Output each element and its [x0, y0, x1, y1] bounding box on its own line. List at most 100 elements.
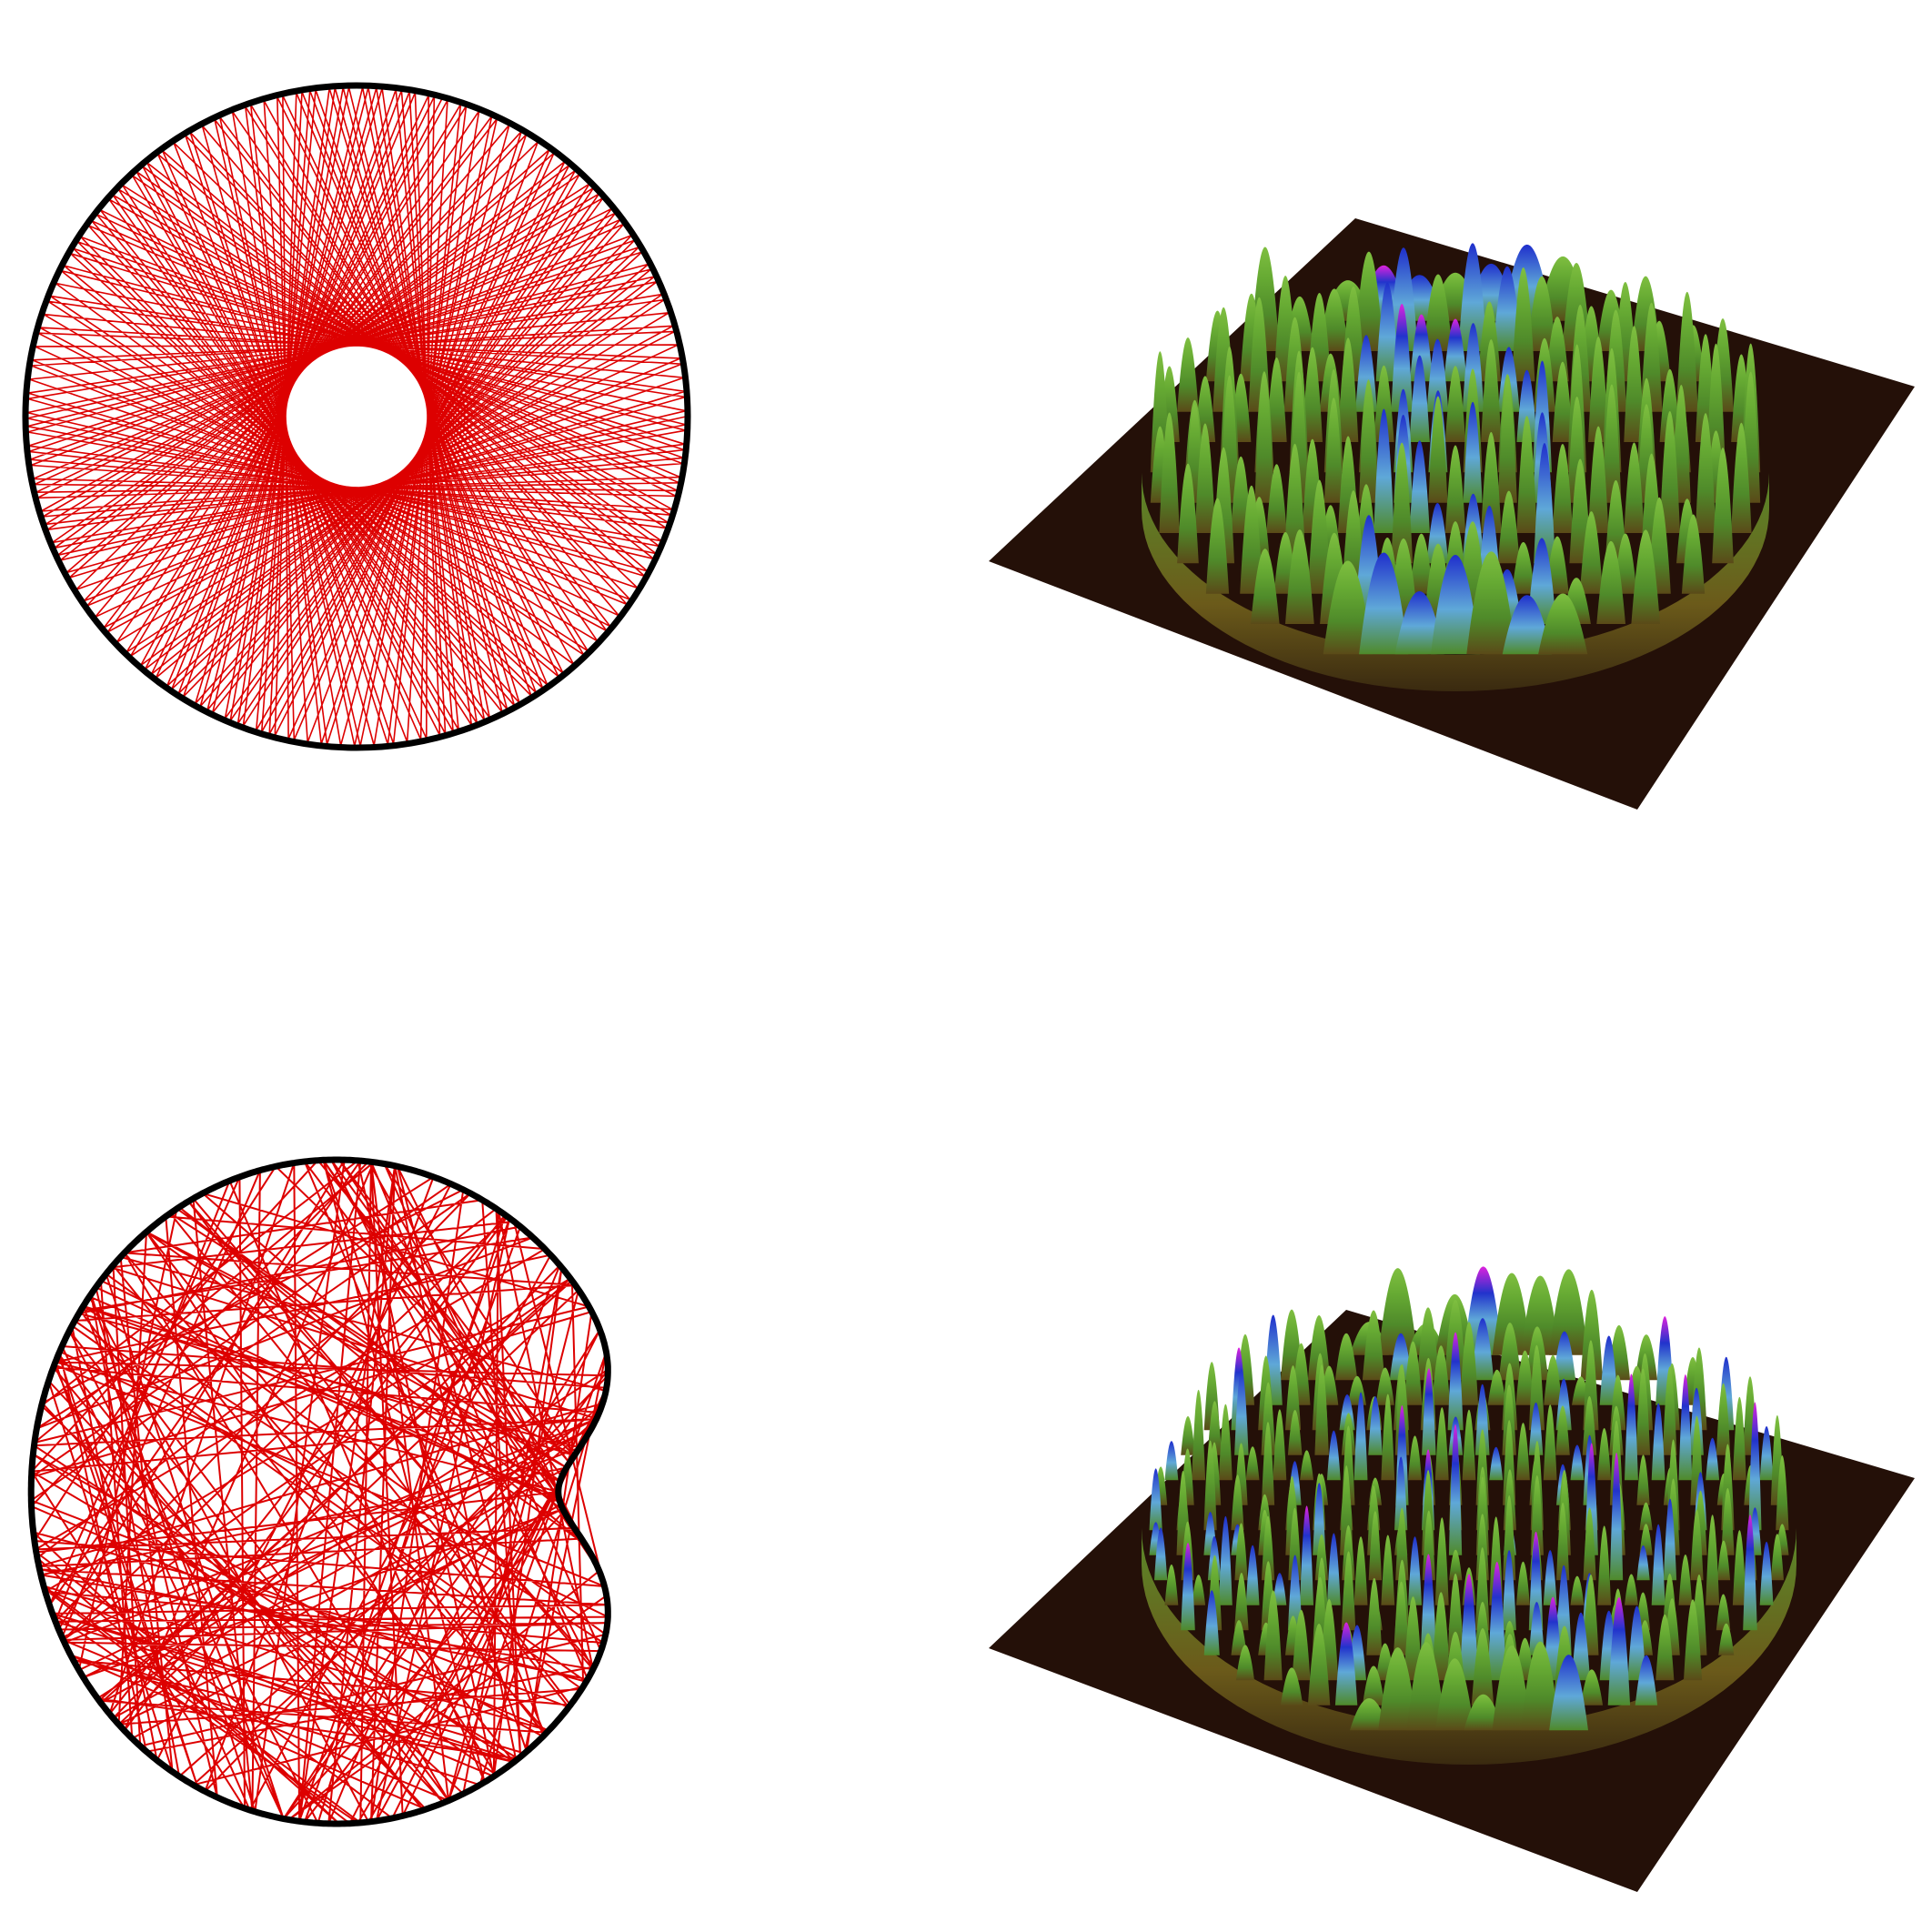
surface-peak	[1288, 1507, 1302, 1581]
surface-peak	[1307, 1624, 1331, 1706]
surface-peak	[1481, 339, 1502, 442]
surface-peak	[1721, 1488, 1735, 1555]
surface-peak	[1409, 440, 1430, 533]
surface-peak	[1651, 1403, 1665, 1481]
surface-peak	[1659, 368, 1680, 442]
surface-peak	[1381, 1394, 1395, 1481]
surface-peak	[1218, 1515, 1233, 1605]
surface-peak	[1624, 442, 1645, 533]
surface-peak	[1359, 379, 1378, 503]
surface-peak	[1245, 1545, 1260, 1605]
surface-peak	[1512, 267, 1535, 382]
surface-peak	[1353, 1536, 1368, 1605]
surface-peak	[1607, 1597, 1631, 1706]
surface-peak	[1287, 1409, 1303, 1455]
surface-peak	[1434, 1407, 1449, 1481]
surface-peak	[1159, 412, 1180, 533]
surface-peak	[1326, 1430, 1341, 1481]
surface-peak	[1718, 1623, 1735, 1655]
surface-peak	[1314, 1534, 1329, 1581]
surface-peak	[1362, 1665, 1385, 1706]
surface-peak	[1263, 1590, 1283, 1681]
surface-peak	[1389, 1333, 1413, 1381]
surface-peak	[1154, 1527, 1168, 1581]
cardioid-billiard-eigenstate-panel	[989, 1266, 1915, 1892]
surface-peak	[1254, 372, 1274, 503]
surface-peak	[1681, 514, 1706, 594]
eigenstate-surface-circular	[1142, 243, 1769, 691]
surface-peak	[1489, 1446, 1504, 1481]
surface-peak	[1538, 593, 1588, 655]
surface-peak	[1266, 464, 1287, 533]
surface-peak	[1639, 1502, 1653, 1531]
circular-billiard-orbit-panel	[22, 82, 691, 751]
surface-peak	[1203, 1440, 1217, 1531]
surface-peak	[1280, 1667, 1303, 1706]
surface-peak	[1194, 423, 1216, 533]
cardioid-boundary	[27, 1156, 611, 1827]
surface-peak	[1240, 485, 1263, 594]
surface-peak	[1416, 1307, 1440, 1381]
surface-peak	[1432, 1592, 1451, 1681]
surface-peak	[1627, 1605, 1646, 1681]
surface-peak	[1474, 1384, 1490, 1455]
surface-peak	[1300, 1450, 1313, 1481]
surface-peak	[1706, 1514, 1720, 1605]
surface-peak	[1676, 291, 1698, 412]
chaotic-orbit-segments	[28, 1157, 610, 1826]
surface-peak	[1572, 1612, 1591, 1681]
surface-peak	[1635, 1368, 1651, 1455]
surface-peak	[1285, 529, 1314, 624]
surface-peak	[1684, 1599, 1703, 1681]
surface-peak	[1444, 318, 1467, 382]
surface-peak	[1515, 1350, 1535, 1405]
surface-peak	[1447, 1573, 1464, 1655]
surface-peak	[1341, 1551, 1356, 1631]
surface-peak	[1520, 1275, 1560, 1355]
surface-peak	[1410, 533, 1434, 594]
surface-peak	[1583, 1575, 1599, 1655]
surface-peak	[1663, 1498, 1677, 1581]
surface-peak	[1625, 1374, 1638, 1481]
surface-peak	[1203, 1590, 1220, 1655]
surface-peak	[1245, 1446, 1260, 1481]
surface-peak	[1337, 337, 1359, 442]
surface-peak	[1235, 1645, 1254, 1681]
surface-peak	[1447, 1332, 1464, 1431]
surface-peak	[1556, 1502, 1570, 1581]
surface-peak	[1334, 1333, 1358, 1381]
cardioid-billiard-orbit-panel	[27, 1156, 611, 1827]
surface-peak	[1426, 503, 1449, 564]
surface-peak	[1375, 1367, 1394, 1405]
surface-peak	[1497, 378, 1517, 503]
surface-peak	[1444, 366, 1466, 442]
surface-peak	[1234, 1369, 1249, 1455]
surface-peak	[1323, 560, 1373, 655]
surface-peak	[1471, 1628, 1494, 1706]
surface-peak	[1326, 1533, 1341, 1605]
surface-peak	[1404, 1596, 1423, 1681]
surface-peak	[1266, 357, 1287, 442]
surface-peak	[1528, 1344, 1545, 1431]
surface-peak	[1776, 1455, 1789, 1531]
surface-peak	[1475, 1514, 1489, 1581]
surface-peak	[1389, 247, 1418, 351]
surface-peak	[1503, 1495, 1516, 1581]
surface-peak	[1528, 1531, 1544, 1631]
surface-peak	[1307, 479, 1332, 594]
surface-peak	[1552, 444, 1574, 533]
surface-peak	[1583, 1507, 1596, 1581]
surface-peak	[1368, 1395, 1383, 1455]
surface-peak	[1690, 1509, 1704, 1581]
surface-peak	[1292, 1609, 1311, 1681]
surface-peak	[1408, 1536, 1422, 1605]
surface-peak	[1487, 1369, 1506, 1405]
surface-peak	[1602, 384, 1622, 503]
surface-peak	[1597, 1525, 1612, 1605]
surface-peak	[1428, 396, 1448, 503]
surface-peak	[1570, 1575, 1585, 1605]
surface-peak	[1543, 1550, 1557, 1605]
surface-peak	[1534, 442, 1555, 564]
surface-peak	[1553, 1331, 1576, 1381]
surface-peak	[1636, 1454, 1650, 1505]
